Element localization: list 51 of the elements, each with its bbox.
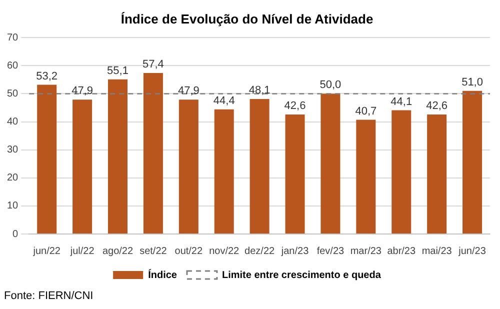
x-tick-label: fev/23 <box>316 246 345 257</box>
x-tick-label: abr/23 <box>387 246 416 257</box>
x-tick-label: jun/22 <box>32 246 61 257</box>
text: 51,0 <box>462 76 483 88</box>
chart-title: Índice de Evolução do Nível de Atividade <box>120 11 374 26</box>
bar <box>462 90 482 234</box>
text: 44,4 <box>213 94 235 107</box>
text: 53,2 <box>36 70 58 82</box>
source-note: Fonte: FIERN/CNI <box>4 290 94 302</box>
text: 47,9 <box>72 85 94 98</box>
y-tick-label: 10 <box>7 200 19 212</box>
text: 44,1 <box>390 96 412 108</box>
y-tick-label: 20 <box>7 172 19 184</box>
bar <box>427 114 447 234</box>
x-tick-label: jun/23 <box>458 246 486 257</box>
text: 47,9 <box>178 85 200 98</box>
text: 57,4 <box>142 58 164 70</box>
bar <box>108 79 128 234</box>
bar <box>37 84 57 234</box>
x-tick-label: jan/23 <box>280 246 310 257</box>
x-tick-label: mar/23 <box>350 246 382 257</box>
bar <box>356 120 376 234</box>
bar <box>392 110 412 234</box>
bar <box>214 109 234 234</box>
text: 42,6 <box>284 100 306 112</box>
x-tick-label: ago/22 <box>102 246 134 257</box>
text: 48,1 <box>248 84 270 97</box>
bar <box>178 100 198 234</box>
text: 42,6 <box>426 100 448 112</box>
x-tick-label: mai/23 <box>422 246 452 257</box>
legend-label: Limite entre crescimento e queda <box>222 270 382 281</box>
bar <box>320 94 340 234</box>
y-tick-label: 50 <box>7 88 19 100</box>
x-tick-label: dez/22 <box>244 246 276 257</box>
bar <box>250 99 270 234</box>
text: 50,0 <box>320 79 342 92</box>
text: 40,7 <box>355 105 377 118</box>
bar <box>72 100 92 234</box>
y-tick-label: 40 <box>7 116 19 128</box>
bar <box>285 114 305 234</box>
text: 55,1 <box>107 64 128 77</box>
legend-label: Índice <box>148 268 178 281</box>
y-tick-label: 60 <box>7 60 19 72</box>
x-tick-label: jul/22 <box>69 246 95 257</box>
x-tick-label: out/22 <box>174 246 203 257</box>
x-tick-label: nov/22 <box>209 246 240 257</box>
x-tick-label: set/22 <box>140 246 168 257</box>
bar <box>143 72 163 234</box>
y-tick-label: 70 <box>7 32 19 44</box>
y-tick-label: 0 <box>12 228 19 240</box>
y-tick-label: 30 <box>7 144 19 156</box>
